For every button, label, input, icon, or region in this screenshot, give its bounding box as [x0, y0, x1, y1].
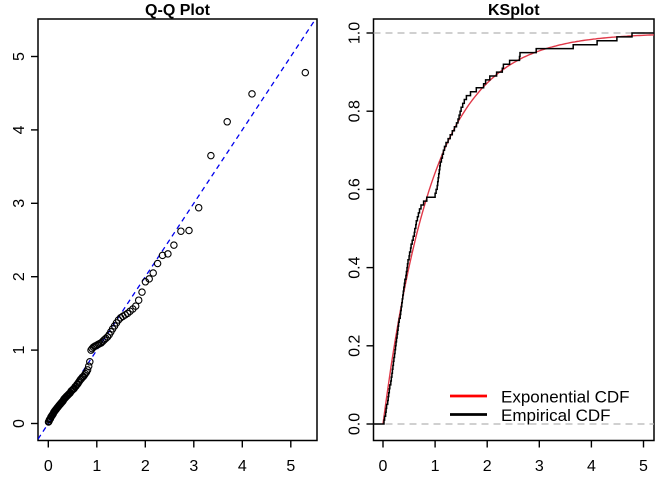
- qq-point: [248, 90, 256, 98]
- y-axis-tick-label: 2: [11, 272, 28, 281]
- qq-point: [114, 316, 123, 324]
- y-axis-tick-label: 3: [11, 199, 28, 208]
- y-axis-tick-label: 1.0: [347, 22, 364, 44]
- qq-point: [301, 68, 310, 77]
- qq-plot-panel: 0 1 2 3 4 5 0 1 2 3 4 5 Q-Q Plot: [11, 2, 318, 475]
- qq-point: [134, 296, 143, 304]
- y-axis-tick-label: 0.4: [347, 256, 364, 278]
- qq-point: [177, 227, 185, 235]
- qq-points: [44, 68, 310, 426]
- x-axis-tick-label: 3: [189, 458, 198, 475]
- x-axis-tick-label: 0: [379, 458, 388, 475]
- y-axis-tick-label: 0.0: [347, 413, 364, 435]
- y-axis-tick-label: 0.2: [347, 335, 364, 357]
- ksplot-title: KSplot: [488, 2, 540, 19]
- qq-point: [83, 366, 92, 374]
- x-axis-tick-label: 4: [238, 458, 247, 475]
- x-axis-tick-label: 1: [431, 458, 440, 475]
- x-axis-tick-label: 3: [535, 458, 544, 475]
- y-axis-tick-label: 0: [11, 419, 28, 428]
- qq-point: [123, 309, 132, 318]
- qq-point: [145, 275, 153, 283]
- plot-box: [372, 18, 655, 442]
- qq-point: [164, 250, 172, 258]
- qq-point: [170, 241, 178, 249]
- qq-point: [86, 358, 94, 366]
- empirical-cdf-steps: [373, 32, 654, 425]
- plot-box: [37, 18, 318, 442]
- qq-point: [103, 333, 112, 341]
- x-axis-tick-label: 5: [286, 458, 295, 475]
- qq-point: [84, 362, 93, 370]
- qq-point: [149, 269, 157, 277]
- x-axis-tick-label: 0: [44, 458, 53, 475]
- x-axis-tick-label: 2: [483, 458, 492, 475]
- qq-point: [223, 118, 231, 126]
- x-axis-tick-label: 5: [639, 458, 648, 475]
- qq-point: [185, 226, 193, 235]
- y-axis-tick-label: 5: [11, 52, 28, 61]
- y-axis-tick-label: 4: [11, 125, 28, 134]
- exponential-cdf-curve: [382, 34, 654, 425]
- x-axis-tick-label: 2: [141, 458, 150, 475]
- qq-point: [194, 203, 203, 212]
- legend-empirical-label: Empirical CDF: [501, 406, 611, 425]
- y-axis-tick-label: 1: [11, 346, 28, 355]
- y-axis-tick-label: 0.8: [347, 100, 364, 122]
- y-axis-tick-label: 0.6: [347, 178, 364, 200]
- qq-point: [153, 259, 162, 268]
- qq-point: [207, 151, 215, 160]
- qq-point: [138, 288, 146, 296]
- ksplot-panel: 0 1 2 3 4 5 0.0 0.2 0.4 0.6 0.8 1.0 KSplot Exponentia…: [347, 2, 655, 475]
- x-axis-tick-label: 1: [92, 458, 101, 475]
- legend-exponential-label: Exponential CDF: [501, 388, 630, 407]
- qq-point: [131, 302, 140, 310]
- qq-title: Q-Q Plot: [145, 2, 211, 19]
- qq-point: [158, 251, 167, 260]
- x-axis-tick-label: 4: [587, 458, 596, 475]
- qq-point: [81, 369, 90, 378]
